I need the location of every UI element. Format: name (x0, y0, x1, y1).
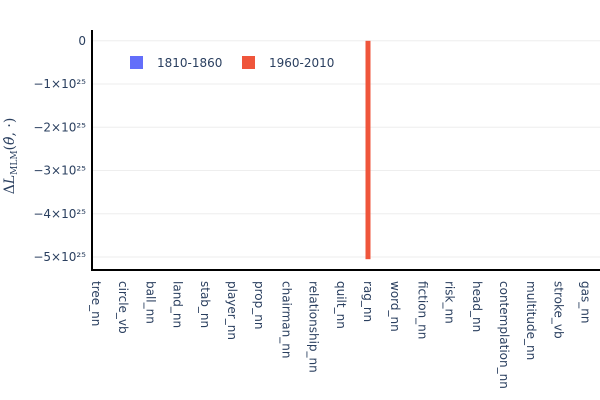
x-tick-label: circle_vb (116, 281, 130, 334)
legend-swatch-0 (130, 56, 143, 69)
x-tick-label: contemplation_nn (497, 281, 511, 389)
x-tick-label: relationship_nn (307, 281, 321, 373)
x-tick-label: quilt_nn (334, 281, 348, 329)
y-tick-label: −5×10²⁵ (33, 250, 86, 264)
y-tick-label: −1×10²⁵ (33, 77, 86, 91)
bars (365, 40, 371, 260)
gridlines (92, 40, 600, 258)
y-tick-label: 0 (78, 34, 86, 48)
axes (91, 30, 600, 271)
x-tick-label: tree_nn (89, 281, 103, 326)
x-tick-label: fiction_nn (415, 281, 429, 339)
x-tick-label: prop_nn (252, 281, 266, 329)
y-tick-label: −3×10²⁵ (33, 164, 86, 178)
y-tick-label: −2×10²⁵ (33, 120, 86, 134)
x-tick-label: rag_nn (361, 281, 375, 322)
x-tick-label: head_nn (470, 281, 484, 332)
y-tick-label: −4×10²⁵ (33, 207, 86, 221)
x-tick-label: chairman_nn (279, 281, 293, 358)
y-axis-title-group: ΔLMLM(θ̂, ·) (2, 118, 20, 195)
x-tick-label: stroke_vb (551, 281, 565, 339)
legend-label-1[interactable]: 1960-2010 (269, 56, 334, 70)
x-tick-label: ball_nn (143, 281, 157, 324)
legend-swatch-1 (242, 56, 255, 69)
bar-1960-2010-rag_nn[interactable] (365, 40, 371, 260)
y-axis-title: ΔLMLM(θ̂, ·) (2, 118, 20, 195)
x-tick-label: multitude_nn (524, 281, 538, 360)
x-tick-label: stab_nn (198, 281, 212, 328)
legend-label-0[interactable]: 1810-1860 (157, 56, 222, 70)
x-tick-label: player_nn (225, 281, 239, 340)
x-tick-label: land_nn (171, 281, 185, 328)
legend: 1810-1860 1960-2010 (130, 56, 334, 70)
y-tick-labels: 0 −1×10²⁵ −2×10²⁵ −3×10²⁵ −4×10²⁵ −5×10²⁵ (33, 34, 86, 264)
x-tick-label: gas_nn (579, 281, 593, 323)
x-tick-label: risk_nn (443, 281, 457, 324)
x-tick-label: word_nn (388, 281, 402, 332)
x-tick-labels: tree_nn circle_vb ball_nn land_nn stab_nn pla… (89, 281, 593, 389)
